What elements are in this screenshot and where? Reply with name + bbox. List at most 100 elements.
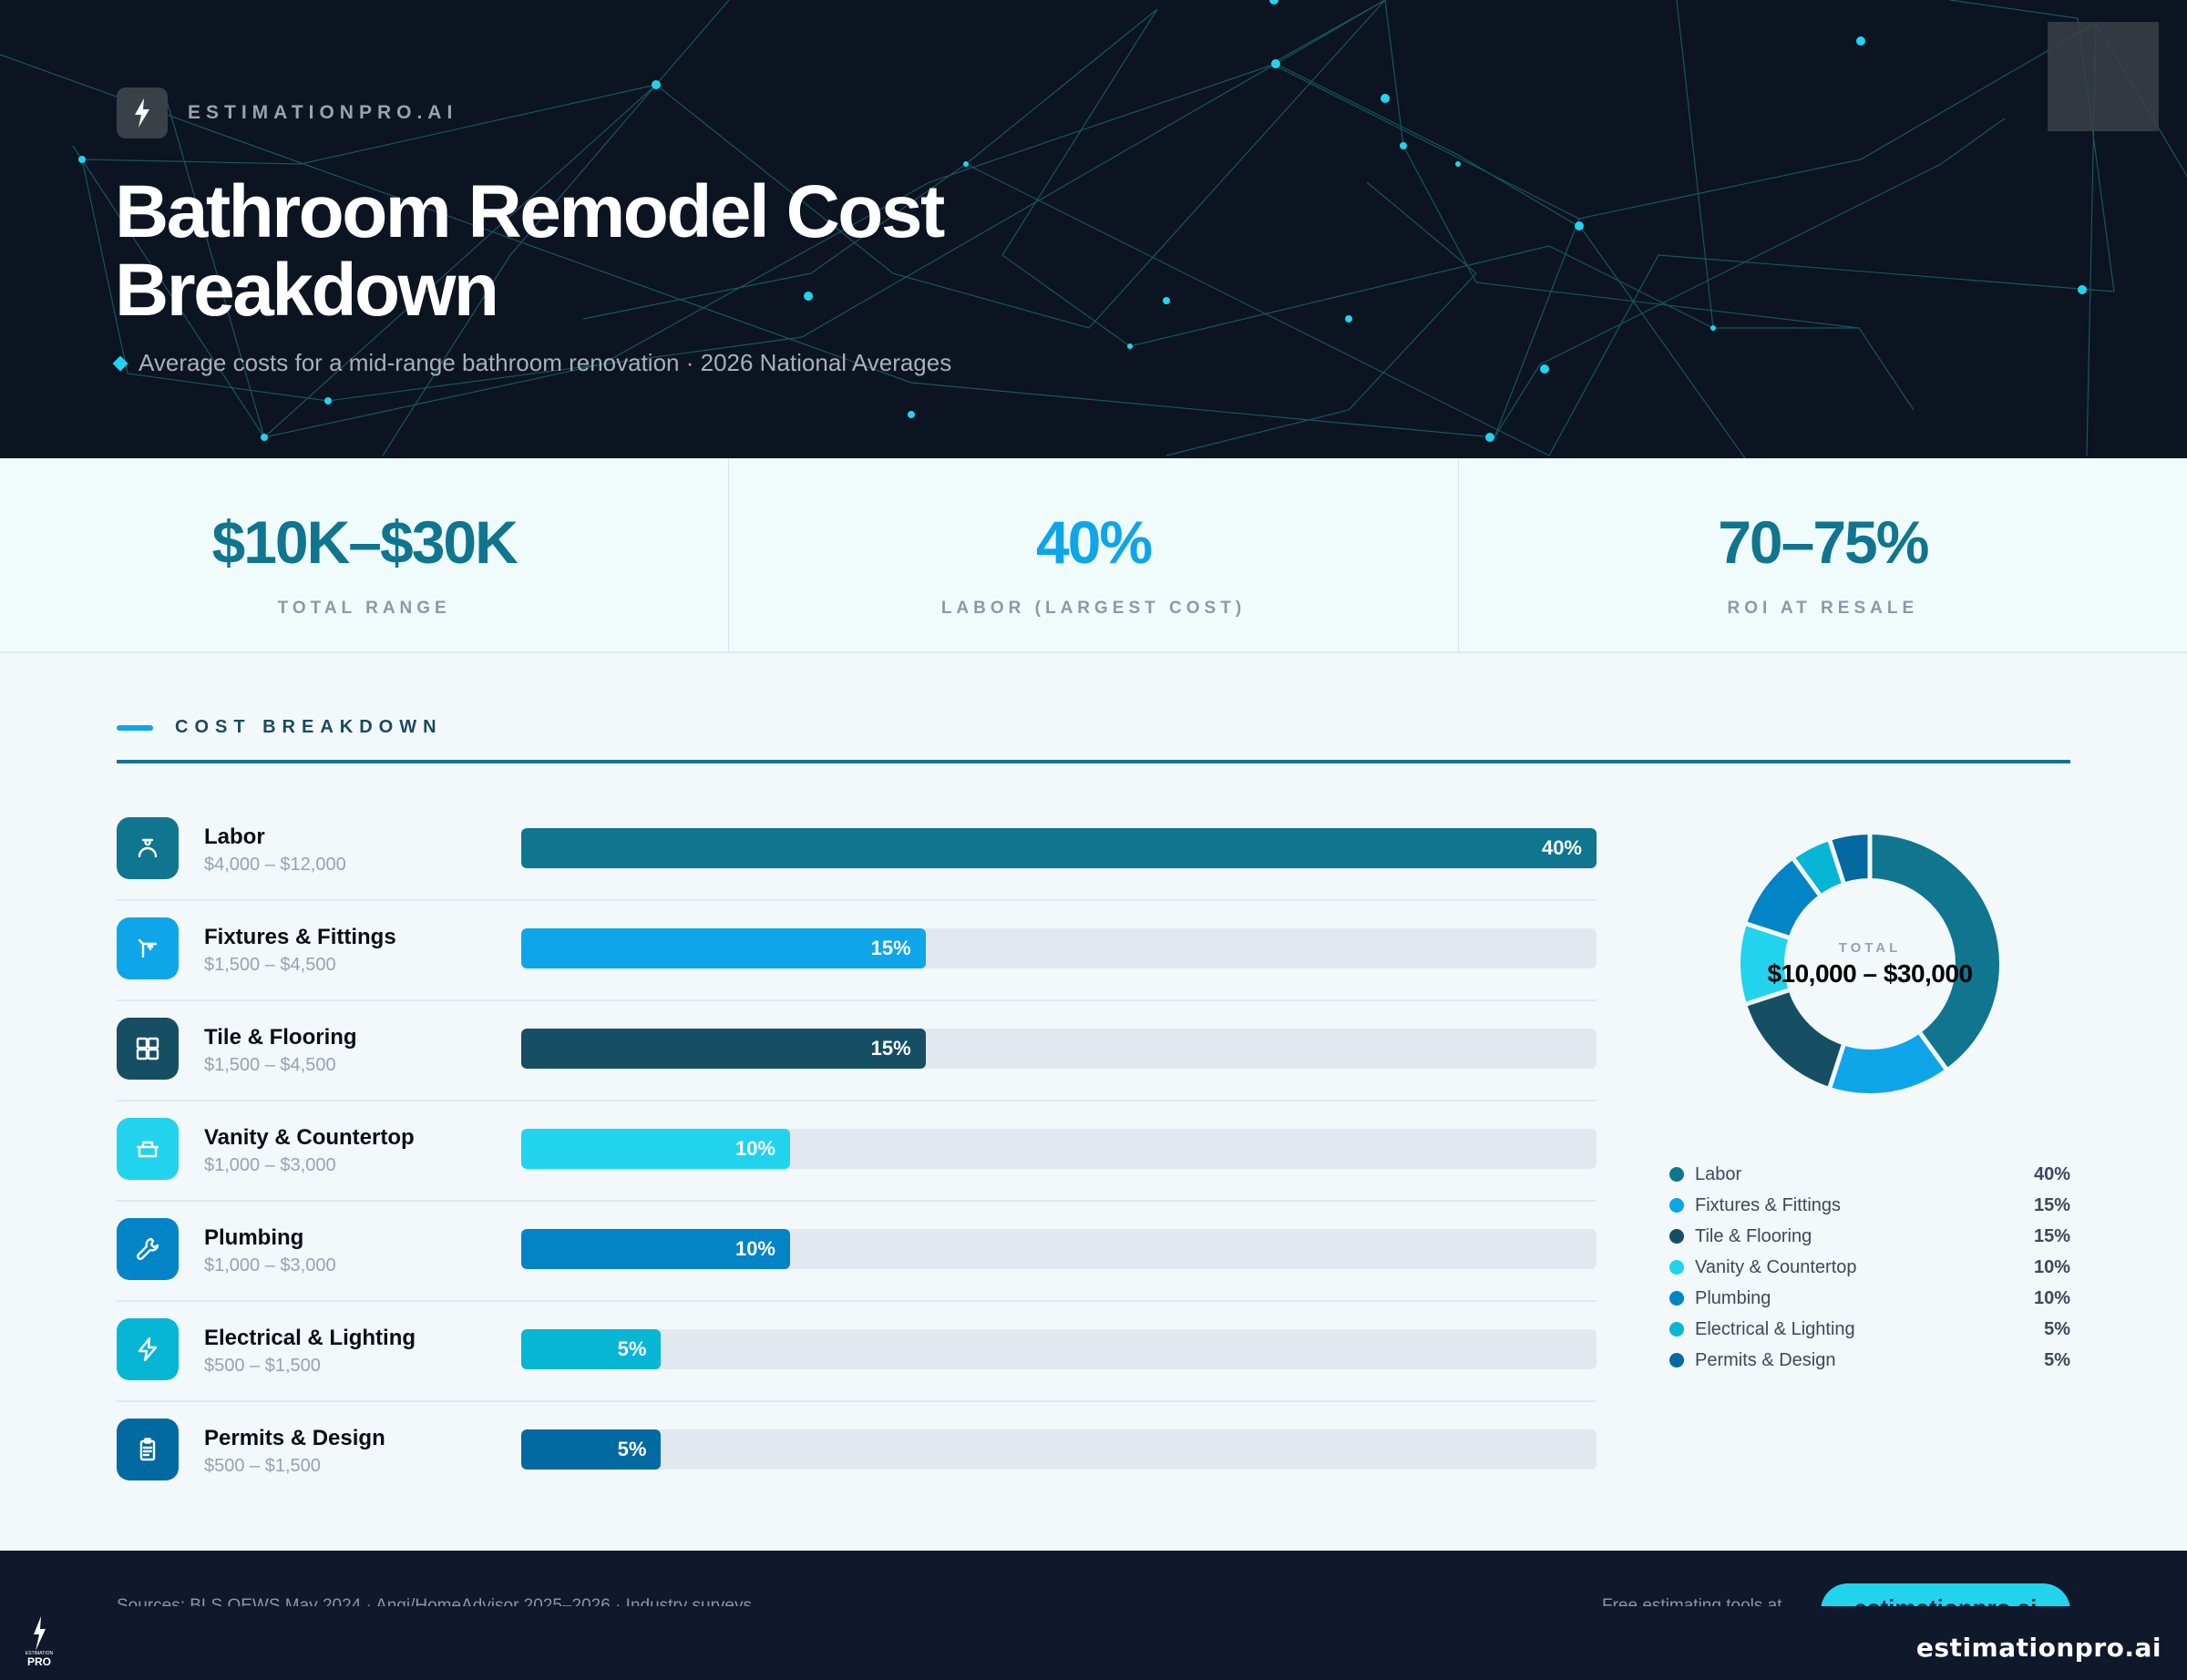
legend-label: Vanity & Countertop xyxy=(1695,1256,1857,1277)
bar-fill: 5% xyxy=(521,1329,662,1369)
legend-item: Tile & Flooring 15% xyxy=(1669,1221,2070,1252)
legend-label: Permits & Design xyxy=(1695,1349,1836,1370)
legend-percent: 5% xyxy=(2044,1318,2070,1339)
bar-track: 5% xyxy=(521,1329,1597,1369)
legend-dot-icon xyxy=(1669,1167,1684,1182)
item-range: $4,000 – $12,000 xyxy=(204,855,346,875)
donut-total-value: $10,000 – $30,000 xyxy=(1767,958,1973,988)
legend-dot-icon xyxy=(1669,1291,1684,1306)
footer-logo-small-text: ESTIMATION xyxy=(25,1651,54,1656)
stat-value: $10K–$30K xyxy=(211,508,519,576)
item-range: $1,500 – $4,500 xyxy=(204,955,336,975)
stats-row: $10K–$30K TOTAL RANGE 40% LABOR (LARGEST… xyxy=(0,458,2187,653)
list-item: Labor $4,000 – $12,000 40% xyxy=(117,801,1597,901)
bar-track: 10% xyxy=(521,1129,1597,1169)
legend-dot-icon xyxy=(1669,1353,1684,1368)
brand-name: ESTIMATIONPRO.AI xyxy=(188,102,458,123)
legend-item: Electrical & Lighting 5% xyxy=(1669,1314,2070,1345)
bar-track: 15% xyxy=(521,928,1597,968)
vanity-basin-icon xyxy=(117,1118,179,1180)
item-range: $1,500 – $4,500 xyxy=(204,1055,336,1075)
grid-tiles-icon xyxy=(117,1018,179,1080)
legend-dot-icon xyxy=(1669,1229,1684,1244)
legend-label: Labor xyxy=(1695,1163,1742,1184)
brand[interactable]: ESTIMATIONPRO.AI xyxy=(117,87,457,138)
bar-fill: 10% xyxy=(521,1129,790,1169)
network-background xyxy=(0,0,2187,458)
lightning-icon xyxy=(117,1318,179,1380)
section-header: COST BREAKDOWN xyxy=(117,717,443,738)
item-name: Tile & Flooring xyxy=(204,1025,357,1050)
item-range: $500 – $1,500 xyxy=(204,1356,321,1376)
sources-text: Sources: BLS OEWS May 2024 · Angi/HomeAd… xyxy=(117,1596,752,1606)
stat-label: ROI AT RESALE xyxy=(1727,599,1919,618)
item-name: Permits & Design xyxy=(204,1426,385,1450)
list-item: Vanity & Countertop $1,000 – $3,000 10% xyxy=(117,1101,1597,1202)
page-title: Bathroom Remodel Cost Breakdown xyxy=(115,170,945,332)
donut-total-label: TOTAL xyxy=(1838,939,1902,956)
section-title: COST BREAKDOWN xyxy=(175,717,443,737)
item-range: $500 – $1,500 xyxy=(204,1456,321,1476)
lightning-bolt-icon xyxy=(34,1616,46,1651)
bar-fill: 15% xyxy=(521,1029,926,1069)
donut-center: TOTAL $10,000 – $30,000 xyxy=(1735,829,2005,1099)
free-tools-text: Free estimating tools at xyxy=(1602,1596,1782,1606)
legend-dot-icon xyxy=(1669,1260,1684,1275)
legend-item: Fixtures & Fittings 15% xyxy=(1669,1190,2070,1221)
item-name: Vanity & Countertop xyxy=(204,1125,415,1150)
item-range: $1,000 – $3,000 xyxy=(204,1255,336,1275)
legend-percent: 10% xyxy=(2033,1287,2070,1308)
legend-percent: 15% xyxy=(2033,1194,2070,1215)
bar-track: 40% xyxy=(521,828,1597,868)
legend-dot-icon xyxy=(1669,1198,1684,1213)
item-name: Electrical & Lighting xyxy=(204,1326,416,1350)
footer-clipped-row: Sources: BLS OEWS May 2024 · Angi/HomeAd… xyxy=(0,1551,2187,1606)
breakdown-list: Labor $4,000 – $12,000 40% Fixtures & Fi… xyxy=(117,801,1597,1502)
item-name: Labor xyxy=(204,825,265,849)
legend-label: Fixtures & Fittings xyxy=(1695,1194,1842,1215)
legend-item: Permits & Design 5% xyxy=(1669,1345,2070,1376)
bar-track: 15% xyxy=(521,1029,1597,1069)
worker-icon xyxy=(117,817,179,879)
site-link-button[interactable]: estimationpro.ai xyxy=(1821,1583,2070,1606)
legend-percent: 10% xyxy=(2033,1256,2070,1277)
list-item: Fixtures & Fittings $1,500 – $4,500 15% xyxy=(117,901,1597,1001)
donut-svg xyxy=(1740,833,1999,1093)
list-item: Permits & Design $500 – $1,500 5% xyxy=(117,1402,1597,1502)
footer-site-url[interactable]: estimationpro.ai xyxy=(1915,1633,2161,1663)
legend-percent: 40% xyxy=(2033,1163,2070,1184)
subtitle-text: Average costs for a mid-range bathroom r… xyxy=(139,349,952,376)
bar-track: 5% xyxy=(521,1429,1597,1470)
item-name: Fixtures & Fittings xyxy=(204,925,396,949)
legend-dot-icon xyxy=(1669,1322,1684,1337)
footer-logo: ESTIMATION PRO xyxy=(24,1616,55,1667)
legend-label: Plumbing xyxy=(1695,1287,1771,1308)
bar-fill: 5% xyxy=(521,1429,662,1470)
bar-fill: 15% xyxy=(521,928,926,968)
section-divider xyxy=(117,760,2070,763)
item-name: Plumbing xyxy=(204,1225,304,1250)
stat-label: TOTAL RANGE xyxy=(277,599,451,618)
stat-label: LABOR (LARGEST COST) xyxy=(940,599,1247,618)
bar-fill: 10% xyxy=(521,1229,790,1269)
footer-logo-pro-text: PRO xyxy=(26,1655,51,1668)
hero-header: ESTIMATIONPRO.AI Bathroom Remodel Cost B… xyxy=(0,0,2187,458)
donut-legend: Labor 40% Fixtures & Fittings 15% Tile & F… xyxy=(1669,1159,2070,1376)
section-accent-dash xyxy=(117,724,153,731)
list-item: Electrical & Lighting $500 – $1,500 5% xyxy=(117,1302,1597,1402)
legend-percent: 15% xyxy=(2033,1225,2070,1246)
legend-label: Tile & Flooring xyxy=(1695,1225,1812,1246)
wrench-icon xyxy=(117,1218,179,1280)
legend-percent: 5% xyxy=(2044,1349,2070,1370)
item-range: $1,000 – $3,000 xyxy=(204,1155,336,1175)
legend-label: Electrical & Lighting xyxy=(1695,1318,1855,1339)
legend-item: Labor 40% xyxy=(1669,1159,2070,1190)
bar-fill: 40% xyxy=(521,828,1597,868)
list-item: Tile & Flooring $1,500 – $4,500 15% xyxy=(117,1001,1597,1101)
stat-value: 40% xyxy=(1035,508,1153,576)
clipboard-icon xyxy=(117,1419,179,1480)
stat-labor: 40% LABOR (LARGEST COST) xyxy=(729,458,1459,651)
stat-roi: 70–75% ROI AT RESALE xyxy=(1459,458,2187,651)
footer: Sources: BLS OEWS May 2024 · Angi/HomeAd… xyxy=(0,1551,2187,1680)
stat-total-range: $10K–$30K TOTAL RANGE xyxy=(0,458,730,651)
